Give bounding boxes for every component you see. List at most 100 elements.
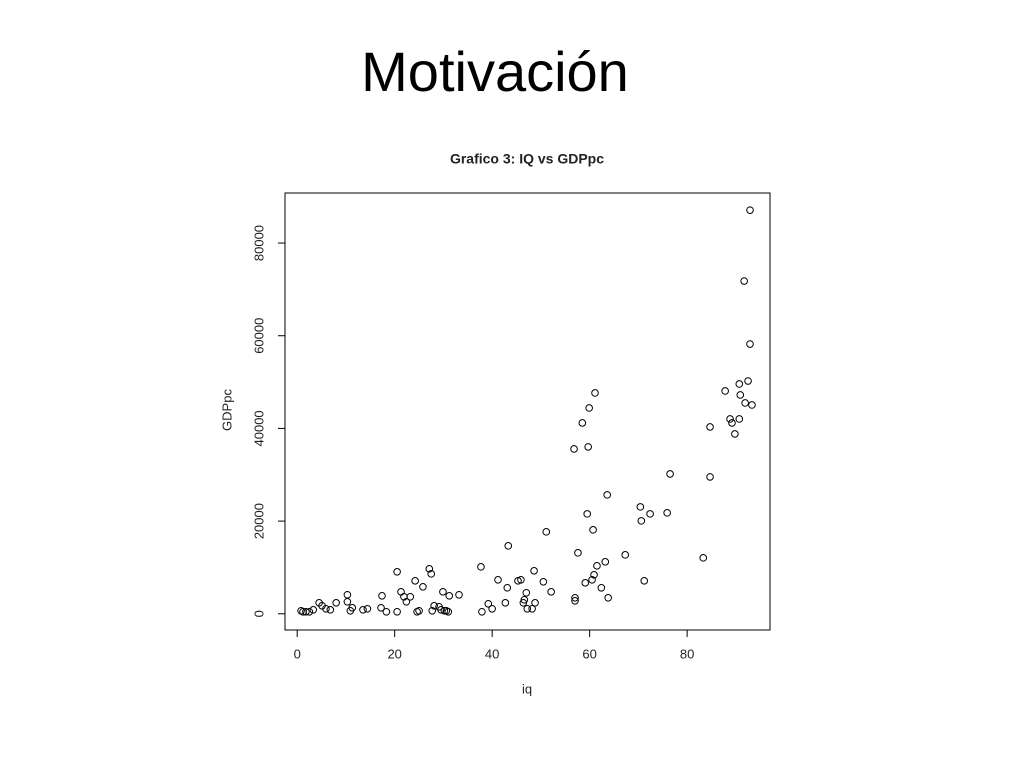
point bbox=[584, 443, 592, 451]
point bbox=[343, 597, 352, 606]
point bbox=[494, 576, 502, 584]
point bbox=[520, 595, 529, 604]
point bbox=[503, 583, 512, 592]
point bbox=[393, 567, 401, 576]
point bbox=[439, 588, 447, 596]
point bbox=[636, 503, 645, 511]
point bbox=[437, 605, 445, 614]
point bbox=[309, 605, 318, 614]
x-tick-label: 80 bbox=[680, 646, 694, 661]
point bbox=[588, 576, 596, 584]
y-tick-label: 0 bbox=[251, 610, 266, 617]
point bbox=[585, 404, 593, 412]
point bbox=[415, 606, 423, 615]
point bbox=[637, 517, 646, 525]
point bbox=[343, 590, 352, 599]
point bbox=[519, 598, 528, 607]
point bbox=[530, 567, 538, 575]
point bbox=[706, 423, 714, 431]
point bbox=[522, 588, 531, 597]
point bbox=[406, 592, 415, 601]
point bbox=[523, 604, 532, 613]
point bbox=[363, 604, 372, 613]
slide-title: Motivación bbox=[361, 40, 629, 103]
point bbox=[741, 399, 749, 407]
point bbox=[378, 592, 386, 600]
point bbox=[504, 542, 513, 550]
point bbox=[746, 340, 754, 348]
point bbox=[411, 577, 419, 585]
point bbox=[484, 599, 493, 608]
x-axis-label: iq bbox=[522, 681, 532, 696]
point bbox=[377, 604, 385, 612]
chart-title: Grafico 3: IQ vs GDPpc bbox=[450, 151, 604, 167]
y-tick-label: 80000 bbox=[251, 225, 266, 261]
x-tick-label: 0 bbox=[294, 646, 301, 661]
point bbox=[332, 598, 340, 607]
point bbox=[748, 401, 756, 409]
point bbox=[666, 470, 674, 478]
point bbox=[640, 577, 649, 585]
y-tick-label: 40000 bbox=[251, 410, 266, 446]
point bbox=[589, 526, 597, 534]
point bbox=[488, 604, 496, 613]
x-tick-label: 20 bbox=[387, 646, 401, 661]
point bbox=[326, 605, 335, 614]
point bbox=[593, 562, 601, 570]
point bbox=[601, 558, 610, 566]
point bbox=[735, 415, 744, 423]
point bbox=[571, 597, 579, 605]
point bbox=[621, 551, 630, 559]
point bbox=[578, 419, 587, 427]
y-tick-label: 20000 bbox=[251, 503, 266, 539]
point bbox=[721, 387, 729, 395]
point bbox=[444, 607, 453, 616]
point bbox=[440, 606, 449, 615]
point bbox=[603, 491, 611, 499]
point bbox=[302, 607, 310, 616]
point bbox=[425, 565, 434, 573]
point bbox=[706, 473, 714, 481]
point bbox=[736, 391, 745, 399]
point bbox=[581, 579, 590, 587]
point bbox=[583, 510, 592, 518]
point bbox=[726, 415, 734, 423]
point bbox=[428, 606, 437, 615]
point bbox=[427, 570, 436, 578]
point bbox=[348, 604, 357, 612]
point bbox=[574, 549, 582, 557]
point bbox=[735, 380, 744, 388]
point bbox=[477, 563, 485, 571]
point bbox=[359, 605, 367, 614]
plot-frame bbox=[284, 192, 771, 631]
point bbox=[322, 604, 330, 613]
point bbox=[699, 554, 708, 562]
point bbox=[419, 583, 427, 591]
point bbox=[570, 445, 578, 453]
point bbox=[663, 509, 671, 517]
point bbox=[455, 590, 463, 599]
point bbox=[397, 588, 405, 596]
x-tick-label: 60 bbox=[582, 646, 596, 661]
y-tick-label: 60000 bbox=[251, 318, 266, 354]
point bbox=[542, 528, 551, 536]
point bbox=[646, 510, 654, 518]
point bbox=[393, 607, 401, 616]
point bbox=[382, 607, 391, 616]
x-tick-label: 40 bbox=[485, 646, 499, 661]
point bbox=[517, 576, 525, 584]
point bbox=[744, 377, 752, 385]
point bbox=[528, 604, 536, 613]
point bbox=[430, 602, 438, 610]
point bbox=[305, 607, 314, 616]
point bbox=[478, 607, 486, 616]
point bbox=[590, 571, 598, 579]
point bbox=[547, 588, 555, 596]
point bbox=[531, 598, 539, 607]
point bbox=[501, 598, 510, 607]
y-axis-label: GDPpc bbox=[219, 389, 234, 431]
point bbox=[571, 593, 579, 602]
point bbox=[740, 277, 748, 285]
